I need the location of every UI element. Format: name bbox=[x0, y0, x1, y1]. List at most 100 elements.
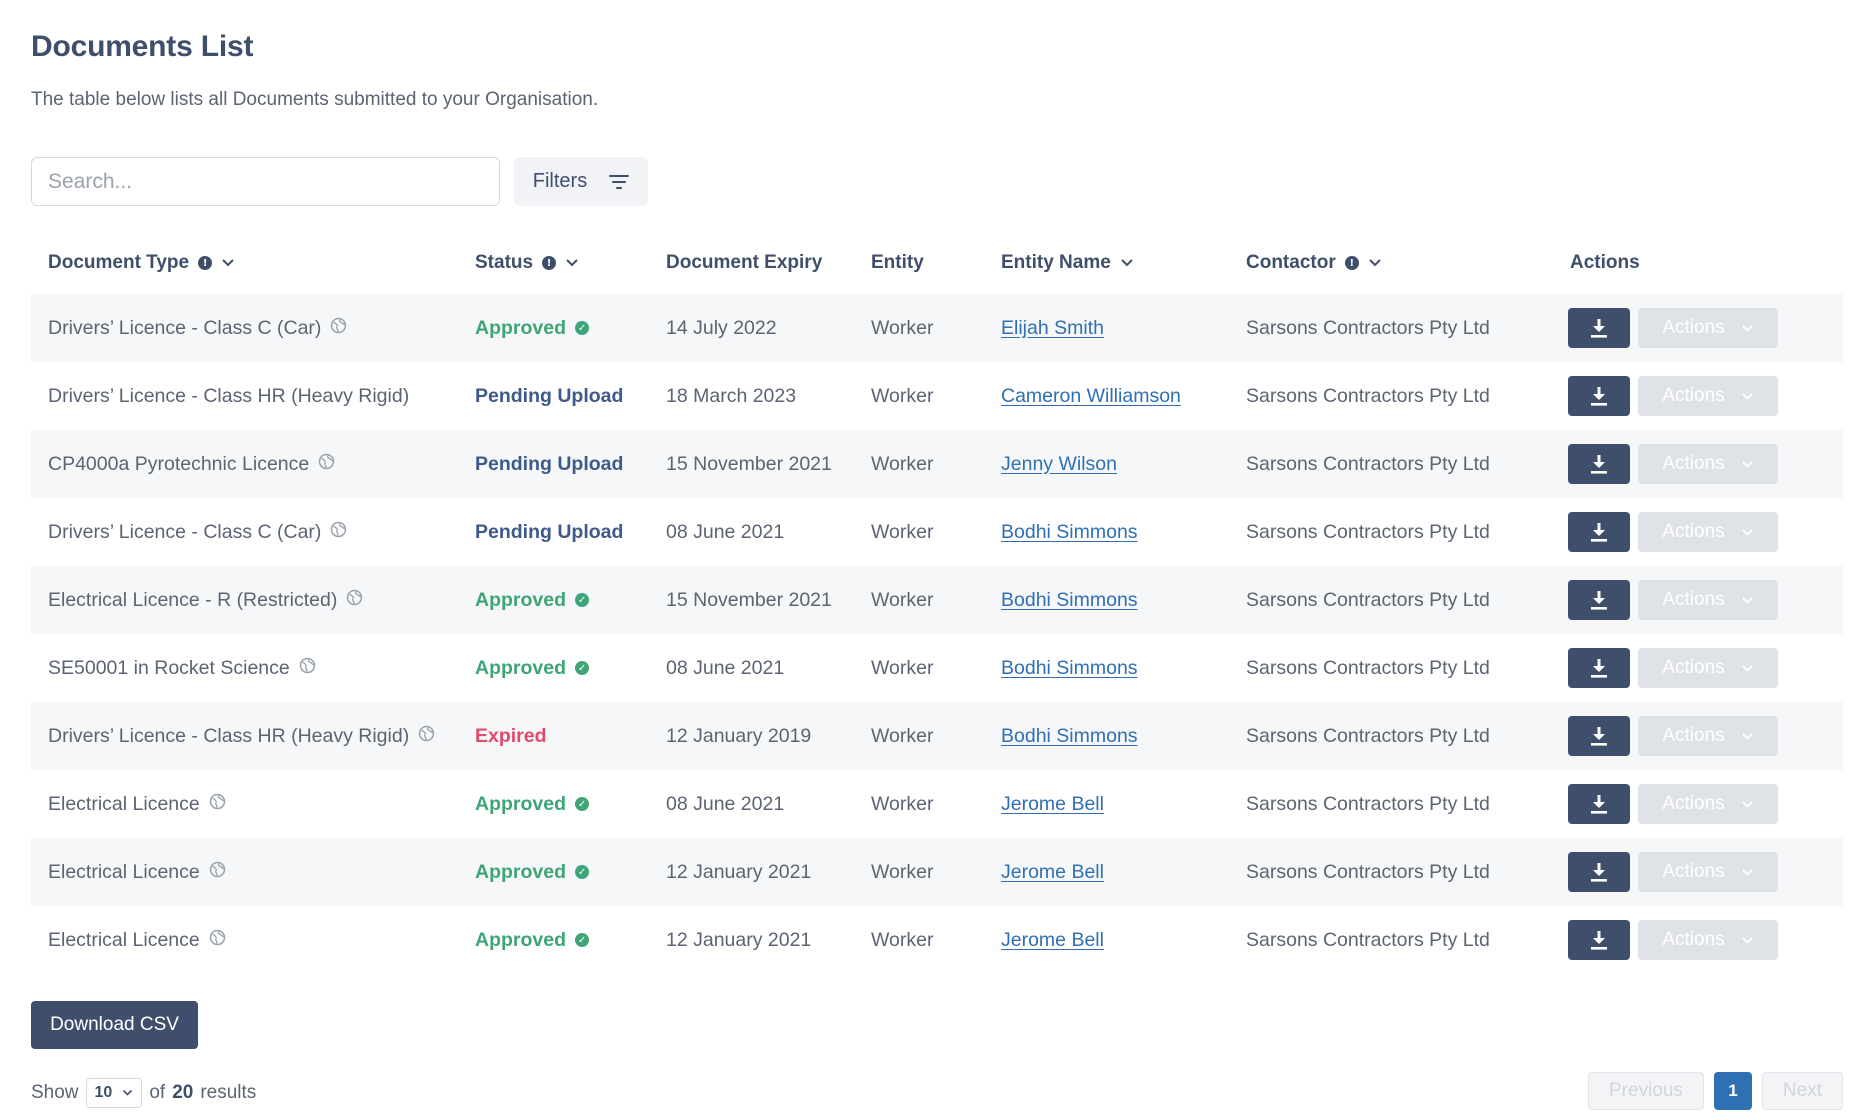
chevron-down-icon bbox=[1741, 528, 1754, 537]
approved-check-icon: ✓ bbox=[575, 797, 590, 811]
download-button[interactable] bbox=[1568, 648, 1630, 688]
document-type-cell: Electrical Licence bbox=[48, 838, 226, 906]
status-text: Approved bbox=[475, 928, 567, 951]
download-button[interactable] bbox=[1568, 716, 1630, 756]
download-button[interactable] bbox=[1568, 308, 1630, 348]
entity-name-cell: Bodhi Simmons bbox=[1001, 498, 1138, 566]
table-row: Drivers’ Licence - Class HR (Heavy Rigid… bbox=[31, 702, 1843, 770]
search-input[interactable] bbox=[31, 157, 500, 206]
actions-dropdown-button[interactable]: Actions bbox=[1638, 512, 1778, 552]
actions-dropdown-button[interactable]: Actions bbox=[1638, 376, 1778, 416]
entity-name-link[interactable]: Cameron Williamson bbox=[1001, 384, 1181, 407]
entity-name-link[interactable]: Bodhi Simmons bbox=[1001, 588, 1138, 611]
column-label: Status bbox=[475, 252, 534, 273]
entity-name-link[interactable]: Jenny Wilson bbox=[1001, 452, 1117, 475]
actions-label: Actions bbox=[1662, 317, 1725, 338]
document-expiry: 15 November 2021 bbox=[666, 452, 832, 475]
entity: Worker bbox=[871, 520, 934, 543]
globe-icon bbox=[418, 725, 435, 748]
chevron-down-icon[interactable] bbox=[1368, 258, 1382, 268]
chevron-down-icon bbox=[1741, 868, 1754, 877]
actions-dropdown-button[interactable]: Actions bbox=[1638, 920, 1778, 960]
download-button[interactable] bbox=[1568, 444, 1630, 484]
document-type: Electrical Licence bbox=[48, 928, 200, 951]
actions-label: Actions bbox=[1662, 453, 1725, 474]
download-button[interactable] bbox=[1568, 512, 1630, 552]
entity-name-link[interactable]: Bodhi Simmons bbox=[1001, 724, 1138, 747]
entity: Worker bbox=[871, 452, 934, 475]
entity-name-link[interactable]: Jerome Bell bbox=[1001, 792, 1104, 815]
document-expiry: 14 July 2022 bbox=[666, 316, 777, 339]
entity-name-link[interactable]: Jerome Bell bbox=[1001, 860, 1104, 883]
download-csv-button[interactable]: Download CSV bbox=[31, 1001, 198, 1049]
download-button[interactable] bbox=[1568, 920, 1630, 960]
page-size-value: 10 bbox=[94, 1084, 113, 1101]
entity-name-cell: Jenny Wilson bbox=[1001, 430, 1117, 498]
entity: Worker bbox=[871, 860, 934, 883]
row-actions: Actions bbox=[1568, 362, 1778, 430]
contractor: Sarsons Contractors Pty Ltd bbox=[1246, 928, 1490, 951]
actions-dropdown-button[interactable]: Actions bbox=[1638, 308, 1778, 348]
download-button[interactable] bbox=[1568, 852, 1630, 892]
actions-dropdown-button[interactable]: Actions bbox=[1638, 580, 1778, 620]
download-button[interactable] bbox=[1568, 580, 1630, 620]
download-icon bbox=[1589, 385, 1609, 407]
actions-label: Actions bbox=[1662, 385, 1725, 406]
actions-dropdown-button[interactable]: Actions bbox=[1638, 716, 1778, 756]
results-label: results bbox=[200, 1082, 257, 1103]
info-icon[interactable]: ! bbox=[198, 256, 213, 270]
page-1-button[interactable]: 1 bbox=[1713, 1072, 1752, 1110]
document-type: SE50001 in Rocket Science bbox=[48, 656, 290, 679]
actions-dropdown-button[interactable]: Actions bbox=[1638, 784, 1778, 824]
entity-name-cell: Jerome Bell bbox=[1001, 838, 1104, 906]
filter-icon bbox=[609, 174, 630, 189]
document-type: Drivers’ Licence - Class C (Car) bbox=[48, 520, 322, 543]
download-button[interactable] bbox=[1568, 376, 1630, 416]
row-actions: Actions bbox=[1568, 770, 1778, 838]
actions-dropdown-button[interactable]: Actions bbox=[1638, 852, 1778, 892]
globe-icon bbox=[209, 861, 226, 884]
entity-name-link[interactable]: Bodhi Simmons bbox=[1001, 656, 1138, 679]
entity-name-cell: Elijah Smith bbox=[1001, 294, 1104, 362]
actions-dropdown-button[interactable]: Actions bbox=[1638, 444, 1778, 484]
filters-button[interactable]: Filters bbox=[514, 157, 648, 206]
column-contactor[interactable]: Contactor ! bbox=[1246, 232, 1382, 294]
actions-label: Actions bbox=[1662, 861, 1725, 882]
entity: Worker bbox=[871, 316, 934, 339]
next-button[interactable]: Next bbox=[1761, 1072, 1843, 1110]
document-type-cell: Drivers’ Licence - Class HR (Heavy Rigid… bbox=[48, 362, 409, 430]
actions-dropdown-button[interactable]: Actions bbox=[1638, 648, 1778, 688]
chevron-down-icon[interactable] bbox=[565, 258, 579, 268]
entity-name-link[interactable]: Jerome Bell bbox=[1001, 928, 1104, 951]
chevron-down-icon bbox=[1741, 732, 1754, 741]
page-size-select[interactable]: 10 bbox=[85, 1078, 143, 1108]
total-count: 20 bbox=[172, 1082, 194, 1103]
column-entity-name[interactable]: Entity Name bbox=[1001, 232, 1134, 294]
info-icon[interactable]: ! bbox=[542, 256, 557, 270]
row-actions: Actions bbox=[1568, 294, 1778, 362]
download-icon bbox=[1589, 793, 1609, 815]
column-label: Contactor bbox=[1246, 252, 1336, 273]
column-status[interactable]: Status ! bbox=[475, 232, 579, 294]
status-cell: Pending Upload bbox=[475, 430, 623, 498]
chevron-down-icon[interactable] bbox=[221, 258, 235, 268]
column-document-type[interactable]: Document Type ! bbox=[48, 232, 235, 294]
contractor: Sarsons Contractors Pty Ltd bbox=[1246, 588, 1490, 611]
show-label: Show bbox=[31, 1082, 79, 1103]
globe-icon bbox=[318, 453, 335, 476]
entity-name-link[interactable]: Elijah Smith bbox=[1001, 316, 1104, 339]
status-text: Approved bbox=[475, 860, 567, 883]
download-icon bbox=[1589, 317, 1609, 339]
download-button[interactable] bbox=[1568, 784, 1630, 824]
entity-name-link[interactable]: Bodhi Simmons bbox=[1001, 520, 1138, 543]
document-expiry: 15 November 2021 bbox=[666, 588, 832, 611]
download-icon bbox=[1589, 861, 1609, 883]
entity-name-cell: Jerome Bell bbox=[1001, 770, 1104, 838]
chevron-down-icon[interactable] bbox=[1120, 258, 1134, 268]
document-type-cell: CP4000a Pyrotechnic Licence bbox=[48, 430, 335, 498]
previous-button[interactable]: Previous bbox=[1588, 1072, 1704, 1110]
table-row: Drivers’ Licence - Class C (Car) Approved… bbox=[31, 294, 1843, 362]
status-cell: Pending Upload bbox=[475, 498, 623, 566]
info-icon[interactable]: ! bbox=[1344, 256, 1359, 270]
download-icon bbox=[1589, 725, 1609, 747]
